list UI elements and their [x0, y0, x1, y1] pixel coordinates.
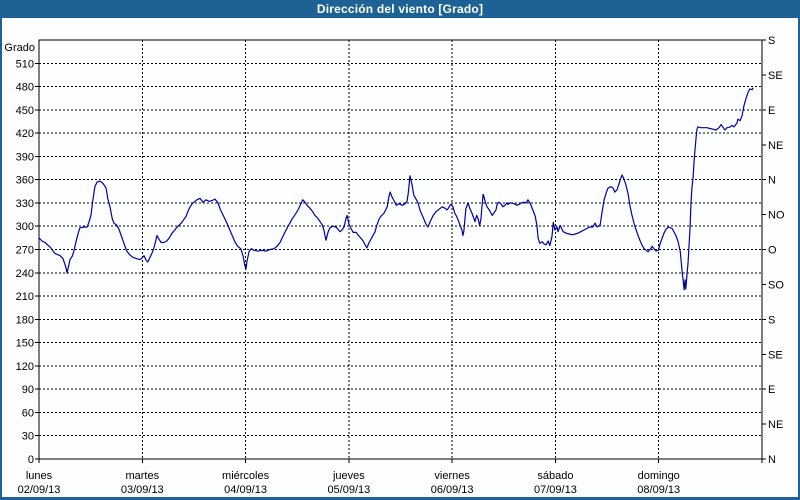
h-gridlines: [39, 62, 762, 437]
titlebar: Dirección del viento [Grado]: [0, 0, 800, 18]
x-date-label: 04/09/13: [224, 484, 267, 496]
compass-label: S: [768, 35, 775, 47]
x-date-label: 05/09/13: [327, 484, 370, 496]
compass-label: E: [768, 384, 775, 396]
x-date-label: 02/09/13: [18, 484, 61, 496]
compass-label: S: [768, 314, 775, 326]
x-date-label: 03/09/13: [121, 484, 164, 496]
compass-label: NE: [768, 419, 783, 431]
x-day-label: sábado: [537, 470, 573, 482]
y-axis-tick-label: 330: [16, 198, 34, 210]
y-axis-tick-label: 480: [16, 82, 34, 94]
x-day-label: martes: [125, 470, 159, 482]
y-axis-tick-label: 420: [16, 128, 34, 140]
y-axis-tick-label: 90: [22, 384, 34, 396]
compass-label: N: [768, 175, 776, 187]
x-axis: [38, 459, 763, 463]
compass-label: SE: [768, 349, 783, 361]
x-date-label: 06/09/13: [431, 484, 474, 496]
x-day-label: lunes: [26, 470, 53, 482]
v-gridlines: [141, 40, 660, 459]
x-day-label: miércoles: [222, 470, 270, 482]
compass-label: E: [768, 105, 775, 117]
y-axis-tick-label: 450: [16, 105, 34, 117]
y-axis-tick-label: 120: [16, 361, 34, 373]
y-axis-tick-label: 0: [28, 454, 34, 466]
y-axis-right: [762, 39, 766, 460]
compass-label: NO: [768, 210, 785, 222]
compass-label: NE: [768, 140, 783, 152]
y-axis-tick-label: 510: [16, 58, 34, 70]
y-axis-tick-label: 300: [16, 221, 34, 233]
y-axis-tick-label: 360: [16, 175, 34, 187]
x-date-label: 07/09/13: [534, 484, 577, 496]
y-axis-tick-label: 270: [16, 245, 34, 257]
x-day-label: domingo: [638, 470, 680, 482]
y-axis-tick-label: 210: [16, 291, 34, 303]
compass-label: O: [768, 245, 777, 257]
y-axis-tick-label: 150: [16, 338, 34, 350]
chart-title: Dirección del viento [Grado]: [316, 2, 484, 16]
x-day-label: jueves: [332, 470, 365, 482]
wind-direction-line: [38, 87, 754, 291]
compass-label: SO: [768, 279, 784, 291]
y-axis-title: Grado: [4, 42, 35, 54]
y-axis-tick-label: 240: [16, 268, 34, 280]
compass-label: SE: [768, 70, 783, 82]
y-axis-left: [35, 62, 39, 460]
x-date-label: 08/09/13: [637, 484, 680, 496]
compass-label: N: [768, 454, 776, 466]
y-axis-tick-label: 30: [22, 431, 34, 443]
y-axis-tick-label: 390: [16, 151, 34, 163]
x-day-label: viernes: [434, 470, 470, 482]
y-axis-tick-label: 60: [22, 407, 34, 419]
y-axis-tick-label: 180: [16, 314, 34, 326]
